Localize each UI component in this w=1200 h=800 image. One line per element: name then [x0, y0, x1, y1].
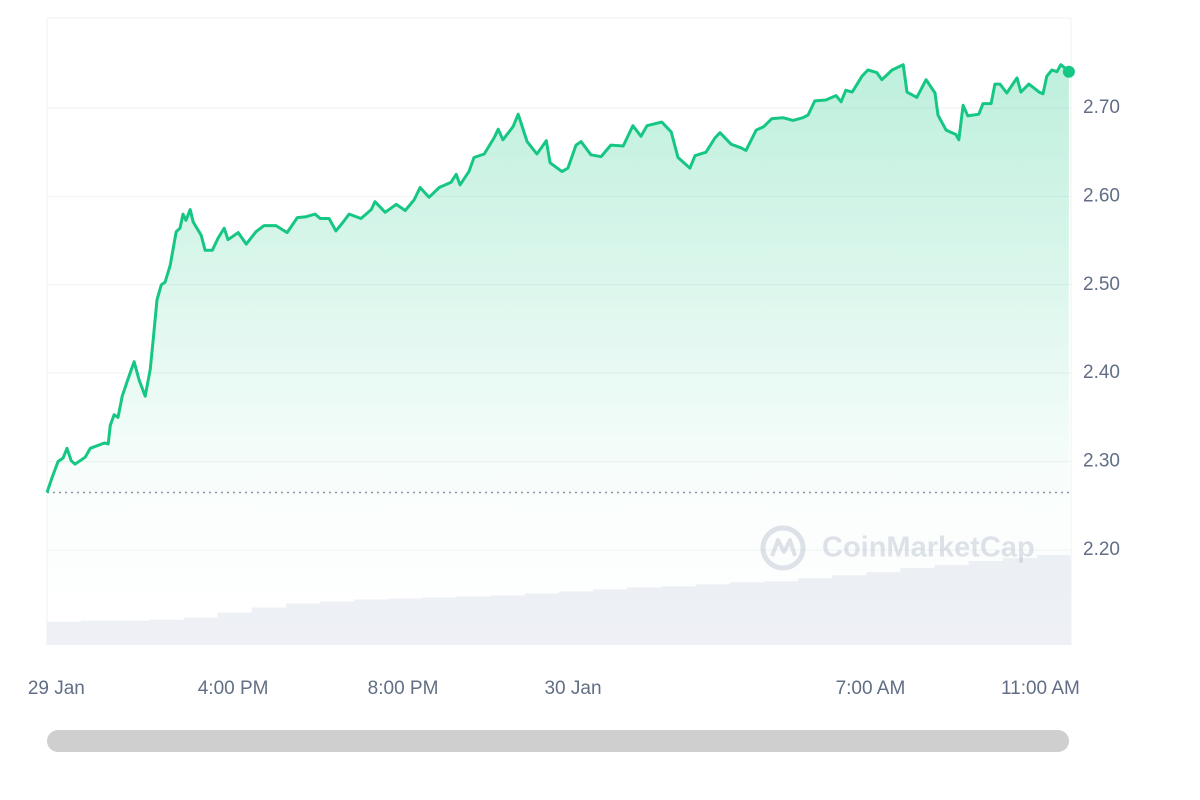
x-tick-label: 30 Jan	[544, 678, 601, 699]
watermark: CoinMarketCap	[760, 525, 1035, 571]
x-tick-label: 8:00 PM	[368, 678, 439, 699]
x-tick-label: 4:00 PM	[198, 678, 269, 699]
y-tick-label: 2.50	[1083, 274, 1120, 295]
x-tick-label: 29 Jan	[28, 678, 85, 699]
y-tick-label: 2.40	[1083, 362, 1120, 383]
watermark-text: CoinMarketCap	[822, 532, 1035, 564]
price-line	[45, 63, 1070, 493]
y-tick-label: 2.30	[1083, 451, 1120, 472]
y-tick-label: 2.60	[1083, 185, 1120, 206]
scrollbar[interactable]	[47, 730, 1069, 752]
x-tick-label: 11:00 AM	[1001, 678, 1080, 699]
price-area	[47, 64, 1069, 645]
y-tick-label: 2.20	[1083, 539, 1120, 560]
x-tick-label: 7:00 AM	[836, 678, 906, 699]
last-price-dot	[1062, 65, 1075, 78]
y-tick-label: 2.70	[1083, 97, 1120, 118]
